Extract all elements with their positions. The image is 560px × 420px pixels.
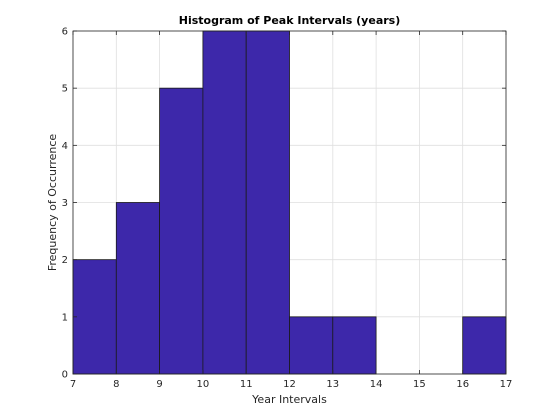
y-tick-labels: 0 1 2 3 4 5 6 <box>62 27 68 381</box>
x-tick-label: 13 <box>326 379 339 390</box>
x-tick-label: 12 <box>283 379 296 390</box>
tick-marks <box>72 30 507 375</box>
histogram-bar-7-8 <box>72 259 117 375</box>
y-tick-label: 6 <box>62 27 68 38</box>
histogram-bar-10-11 <box>202 30 247 375</box>
x-tick-label: 14 <box>370 379 383 390</box>
y-tick-label: 2 <box>62 255 68 266</box>
y-tick-label: 1 <box>62 312 68 323</box>
x-tick-label: 15 <box>413 379 426 390</box>
x-tick-label: 11 <box>240 379 253 390</box>
x-tick-label: 8 <box>113 379 119 390</box>
histogram-bar-9-10 <box>159 87 204 375</box>
x-tick-label: 9 <box>156 379 162 390</box>
y-axis-label: Frequency of Occurrence <box>46 134 59 272</box>
histogram-bar-13-14 <box>332 316 377 375</box>
x-tick-labels: 7 8 9 10 11 12 13 14 15 16 17 <box>70 379 513 390</box>
x-tick-label: 16 <box>456 379 469 390</box>
histogram-bar-8-9 <box>115 202 161 375</box>
x-tick-label: 10 <box>197 379 210 390</box>
y-tick-label: 0 <box>62 370 68 381</box>
y-tick-label: 5 <box>62 84 68 95</box>
chart-title: Histogram of Peak Intervals (years) <box>179 14 401 27</box>
histogram-bar-12-13 <box>289 316 334 375</box>
y-tick-label: 3 <box>62 198 68 209</box>
x-axis-label: Year Intervals <box>251 393 327 406</box>
histogram-bar-16-17 <box>462 316 507 375</box>
bars-group <box>72 30 507 375</box>
y-tick-label: 4 <box>62 141 68 152</box>
x-tick-label: 17 <box>500 379 513 390</box>
histogram-bar-11-12 <box>245 30 290 375</box>
x-tick-label: 7 <box>70 379 76 390</box>
